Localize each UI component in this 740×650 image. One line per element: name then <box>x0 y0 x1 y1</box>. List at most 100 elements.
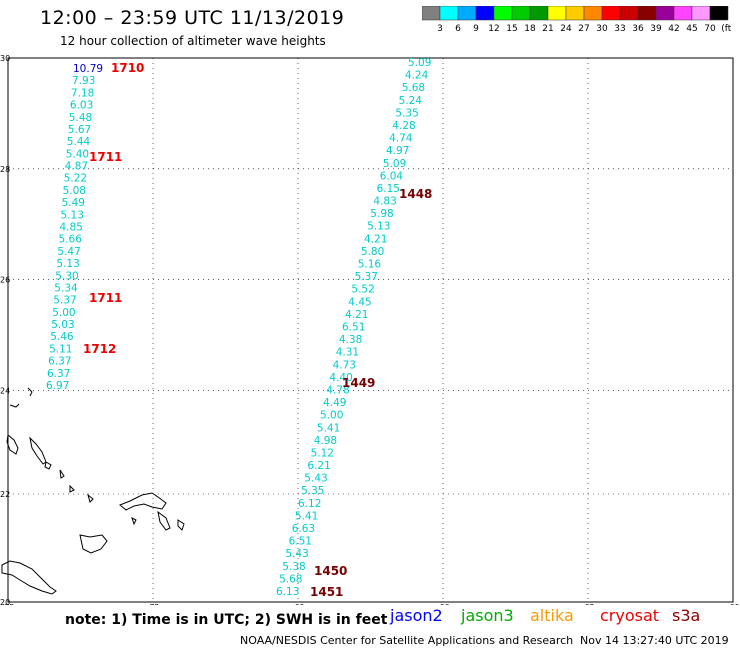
wave-height-value: 4.74 <box>389 133 413 145</box>
island-hispaniola <box>1 560 57 595</box>
wave-height-value: 6.12 <box>298 498 321 510</box>
lat-label: 30 <box>0 54 10 63</box>
wave-height-value: 5.46 <box>50 331 74 343</box>
wave-height-value: 5.09 <box>408 57 431 69</box>
legend-jason2: jason2 <box>390 606 443 625</box>
island-small <box>44 461 94 503</box>
wave-height-value: 4.40 <box>329 372 352 384</box>
wave-height-value: 5.47 <box>57 246 80 258</box>
pass-time-label: 1449 <box>342 376 375 390</box>
wave-height-value: 7.18 <box>71 87 94 99</box>
wave-height-value: 5.13 <box>367 221 390 233</box>
wave-height-value: 5.22 <box>64 173 87 185</box>
lon-label: -69 <box>291 603 304 605</box>
coastlines <box>1 387 185 595</box>
longitude-labels: -75 -72 -69 -66 -63 -60 <box>1 603 739 605</box>
scale-label: 42 <box>668 24 679 34</box>
wave-height-value: 5.43 <box>304 473 327 485</box>
wave-height-value: 5.80 <box>361 246 384 258</box>
scale-label: 45 <box>686 24 697 34</box>
wave-height-value: 5.09 <box>383 158 406 170</box>
wave-height-tracks: 10.797.937.186.035.485.675.445.404.875.2… <box>46 57 431 598</box>
wave-height-value: 4.87 <box>65 161 88 173</box>
wave-height-value: 4.49 <box>323 397 346 409</box>
scale-label: 70 <box>704 24 716 34</box>
wave-height-value: 5.52 <box>351 284 374 296</box>
wave-height-value: 5.68 <box>402 82 425 94</box>
lat-lon-grid <box>7 57 734 603</box>
lon-label: -75 <box>1 603 14 605</box>
map-title: 12:00 – 23:59 UTC 11/13/2019 <box>40 7 345 29</box>
lon-label: -66 <box>436 603 449 605</box>
island-bahamas-north <box>9 387 33 408</box>
wave-height-value: 5.67 <box>68 124 91 136</box>
pass-time-label: 1711 <box>89 291 122 305</box>
island-caicos <box>119 492 185 531</box>
wave-height-value: 5.41 <box>317 422 340 434</box>
wave-height-value: 5.00 <box>320 410 343 422</box>
wave-height-value: 4.24 <box>405 70 429 82</box>
scale-label: 30 <box>596 24 608 34</box>
pass-time-label: 1451 <box>310 585 343 599</box>
wave-height-value: 6.21 <box>307 460 330 472</box>
legend-altika: altika <box>530 606 574 625</box>
wave-height-value: 4.97 <box>386 145 409 157</box>
scale-label: 21 <box>542 24 553 34</box>
wave-height-value: 5.37 <box>53 295 76 307</box>
wave-height-value: 10.79 <box>73 63 103 75</box>
wave-height-value: 5.13 <box>56 258 79 270</box>
wave-height-value: 5.11 <box>49 343 72 355</box>
lon-label: -72 <box>146 603 159 605</box>
wave-height-value: 5.16 <box>358 259 382 271</box>
lat-label: 26 <box>0 276 10 285</box>
lat-label: 22 <box>0 490 10 499</box>
wave-height-value: 4.21 <box>364 233 387 245</box>
wave-height-value: 6.37 <box>48 356 71 368</box>
lat-label: 28 <box>0 165 10 174</box>
wave-height-value: 5.43 <box>285 548 308 560</box>
wave-height-value: 6.63 <box>292 523 315 535</box>
wave-height-value: 5.66 <box>59 234 83 246</box>
wave-height-value: 6.37 <box>47 368 70 380</box>
wave-height-value: 5.03 <box>51 319 74 331</box>
wave-height-value: 4.78 <box>326 385 349 397</box>
pass-time-labels: 1710 1711 1711 1712 1448 1449 1450 1451 <box>83 61 432 599</box>
wave-height-value: 4.98 <box>314 435 337 447</box>
pass-time-label: 1712 <box>83 342 116 356</box>
island-turks <box>79 534 108 554</box>
pass-time-label: 1711 <box>89 150 122 164</box>
scale-label: 18 <box>524 24 536 34</box>
wave-height-value: 5.34 <box>54 283 78 295</box>
scale-label: 24 <box>560 24 572 34</box>
wave-height-value: 5.37 <box>355 271 378 283</box>
scale-label: 15 <box>506 24 517 34</box>
wave-height-value: 5.08 <box>63 185 86 197</box>
wave-height-value: 4.83 <box>373 196 396 208</box>
map-frame <box>7 57 734 603</box>
legend-jason3: jason3 <box>461 606 514 625</box>
legend-s3a: s3a <box>672 606 701 625</box>
wave-height-value: 6.03 <box>70 100 93 112</box>
wave-height-value: 5.41 <box>295 510 318 522</box>
wave-height-value: 6.04 <box>380 170 404 182</box>
wave-height-value: 5.48 <box>69 112 92 124</box>
wave-height-value: 7.93 <box>72 75 95 87</box>
wave-height-value: 5.30 <box>55 270 78 282</box>
scale-swatch <box>709 6 729 21</box>
wave-height-value: 5.12 <box>311 448 334 460</box>
lat-label: 20 <box>0 598 10 605</box>
wave-height-value: 4.21 <box>345 309 368 321</box>
wave-height-value: 6.51 <box>342 322 365 334</box>
footer-note: note: 1) Time is in UTC; 2) SWH is in fe… <box>65 612 388 628</box>
pass-time-label: 1450 <box>314 564 347 578</box>
scale-label: 27 <box>578 24 589 34</box>
scale-label: 12 <box>488 24 499 34</box>
lon-label: -60 <box>726 603 739 605</box>
wave-height-value: 4.73 <box>333 359 356 371</box>
latitude-labels: 30 28 26 24 22 20 <box>0 54 10 605</box>
wave-height-value: 4.38 <box>339 334 362 346</box>
island-andros <box>6 434 19 455</box>
wave-height-value: 5.35 <box>395 107 418 119</box>
wave-height-value: 5.98 <box>370 208 393 220</box>
